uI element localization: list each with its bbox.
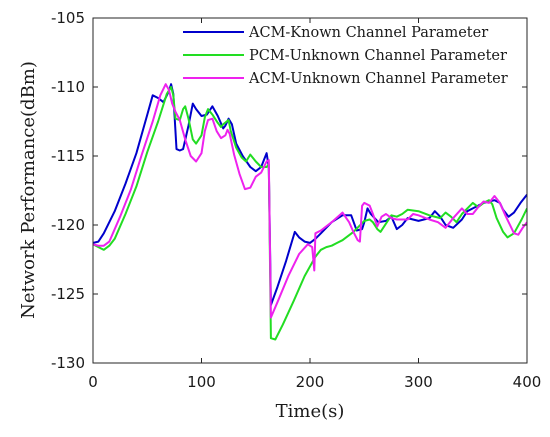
y-tick-label: -120 — [51, 216, 85, 234]
x-axis-title: Time(s) — [276, 401, 345, 422]
y-tick-label: -130 — [51, 354, 85, 372]
y-axis-title: Network Performance(dBm) — [18, 61, 39, 319]
y-tick-label: -105 — [51, 9, 85, 27]
x-tick-label: 100 — [187, 373, 216, 391]
x-tick-label: 200 — [296, 373, 325, 391]
legend-label-1: ACM-Known Channel Parameter — [248, 25, 488, 41]
legend: ACM-Known Channel Parameter PCM-Unknown C… — [183, 25, 508, 87]
y-tick-label: -125 — [51, 285, 85, 303]
legend-label-2: PCM-Unknown Channel Parameter — [249, 48, 507, 64]
series-line-2 — [93, 86, 527, 341]
series-layer — [93, 83, 527, 341]
y-tick-label: -115 — [51, 147, 85, 165]
plot-background — [93, 18, 527, 363]
x-tick-label: 400 — [513, 373, 542, 391]
series-line-3 — [93, 83, 527, 319]
y-tick-label: -110 — [51, 78, 85, 96]
x-tick-label: 0 — [88, 373, 98, 391]
legend-label-3: ACM-Unknown Channel Parameter — [248, 71, 508, 87]
x-tick-label: 300 — [404, 373, 433, 391]
axes-layer: 0 100 200 300 400 -105 -110 -115 -120 -125 -130 — [51, 9, 541, 391]
